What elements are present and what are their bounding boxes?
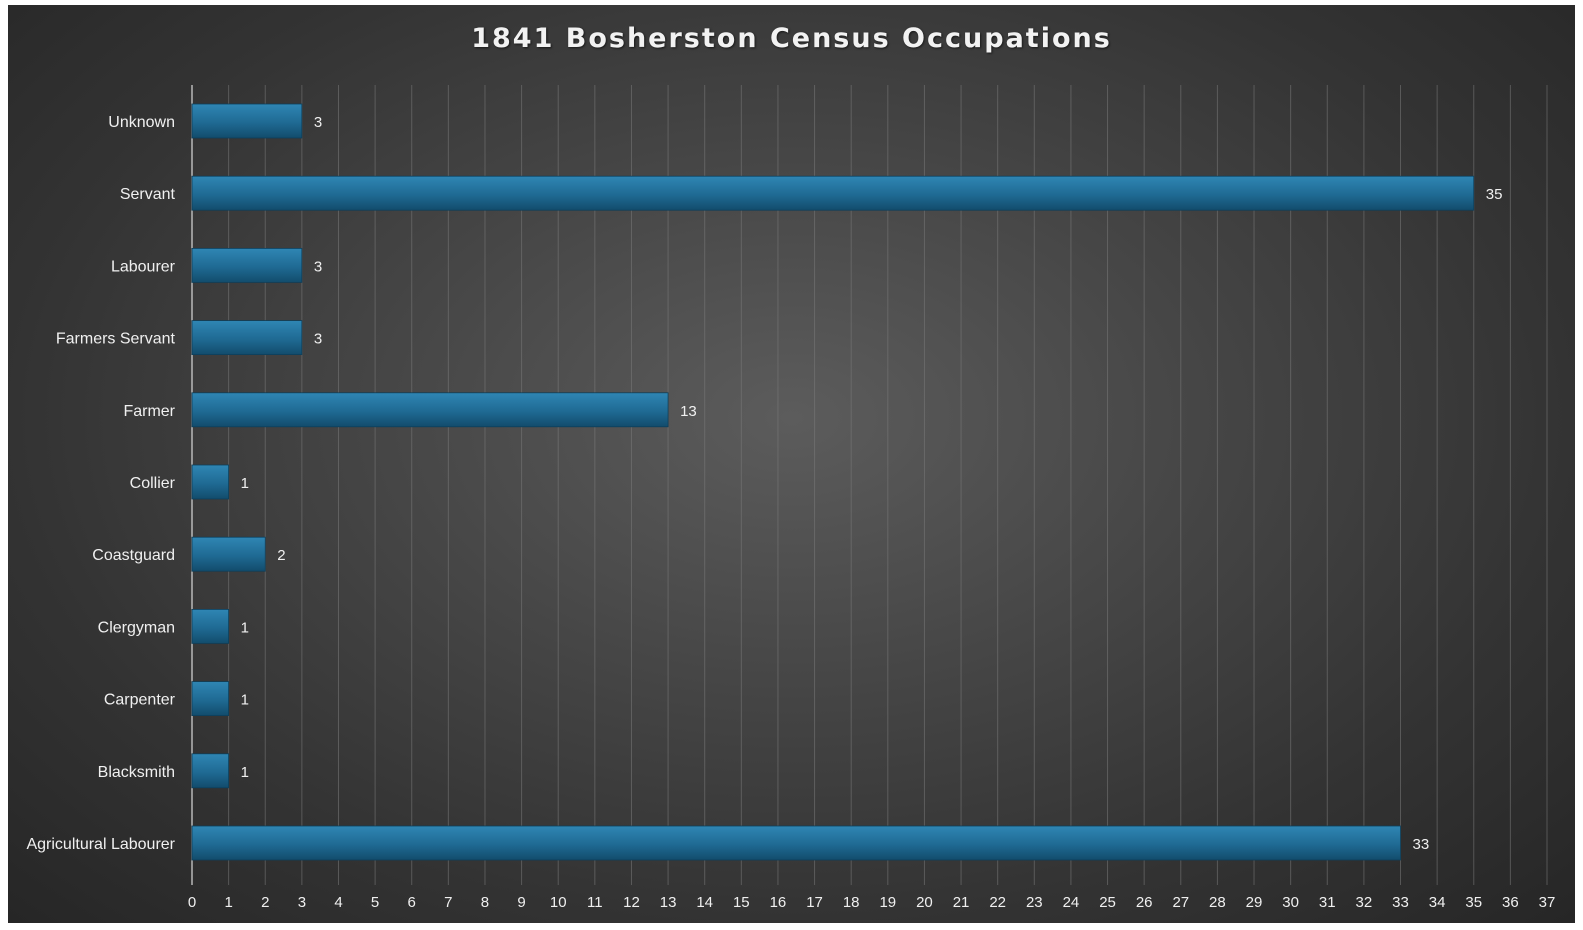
x-tick-label: 31 [1319, 894, 1336, 911]
x-tick-label: 11 [587, 894, 603, 911]
data-label: 1 [241, 475, 249, 492]
data-label: 3 [314, 258, 322, 275]
x-tick-label: 4 [334, 894, 342, 911]
x-tick-label: 10 [550, 894, 567, 911]
category-label: Farmer [123, 403, 175, 420]
x-tick-label: 33 [1392, 894, 1409, 911]
bar [192, 537, 265, 571]
x-tick-label: 14 [696, 894, 713, 911]
x-tick-label: 18 [843, 894, 860, 911]
data-label: 35 [1486, 186, 1503, 203]
x-tick-label: 19 [879, 894, 896, 911]
data-label: 1 [241, 692, 249, 709]
x-tick-label: 16 [770, 894, 787, 911]
x-tick-label: 13 [660, 894, 677, 911]
category-label: Clergyman [98, 619, 175, 636]
data-label: 3 [314, 114, 322, 131]
category-label: Carpenter [104, 692, 176, 709]
x-tick-label: 35 [1465, 894, 1482, 911]
category-label: Servant [120, 186, 176, 203]
category-label: Agricultural Labourer [26, 836, 175, 853]
x-tick-label: 32 [1356, 894, 1373, 911]
x-tick-label: 3 [298, 894, 306, 911]
data-label: 3 [314, 331, 322, 348]
data-label: 1 [241, 619, 249, 636]
bar [192, 393, 668, 427]
bar [192, 176, 1474, 210]
bar [192, 104, 302, 138]
x-tick-label: 24 [1063, 894, 1080, 911]
x-tick-label: 2 [261, 894, 269, 911]
x-tick-label: 9 [517, 894, 525, 911]
category-label: Coastguard [92, 547, 175, 564]
category-label: Labourer [111, 258, 176, 275]
bar [192, 465, 229, 499]
data-label: 33 [1413, 836, 1430, 853]
bar-chart-plot: 0 1 2 3 4 5 6 7 8 9 10 11 12 13 14 15 16 17 18 19 20 21 22 23 24… [8, 5, 1575, 923]
bar [192, 248, 302, 282]
x-tick-label: 29 [1246, 894, 1263, 911]
x-tick-label: 22 [989, 894, 1006, 911]
x-tick-label: 27 [1172, 894, 1189, 911]
bar [192, 754, 229, 788]
data-label: 1 [241, 764, 249, 781]
x-tick-label: 1 [224, 894, 232, 911]
x-tick-label: 17 [806, 894, 823, 911]
bar [192, 682, 229, 716]
x-tick-label: 8 [481, 894, 489, 911]
x-tick-label: 23 [1026, 894, 1043, 911]
x-tick-label: 25 [1099, 894, 1116, 911]
x-tick-label: 26 [1136, 894, 1153, 911]
x-tick-label: 5 [371, 894, 379, 911]
x-tick-label: 20 [916, 894, 933, 911]
x-tick-label: 7 [444, 894, 452, 911]
category-label: Farmers Servant [56, 331, 176, 348]
data-label: 2 [277, 547, 285, 564]
category-label: Collier [130, 475, 176, 492]
bar [192, 609, 229, 643]
category-label: Unknown [108, 114, 175, 131]
data-label: 13 [680, 403, 697, 420]
bar [192, 321, 302, 355]
x-tick-label: 12 [623, 894, 640, 911]
x-tick-label: 36 [1502, 894, 1519, 911]
x-tick-label: 15 [733, 894, 750, 911]
x-tick-label: 28 [1209, 894, 1226, 911]
x-tick-label: 30 [1282, 894, 1299, 911]
bar [192, 826, 1401, 860]
category-label: Blacksmith [98, 764, 175, 781]
x-tick-label: 34 [1429, 894, 1446, 911]
x-tick-label: 6 [408, 894, 416, 911]
x-tick-label: 21 [953, 894, 970, 911]
x-tick-label: 0 [188, 894, 196, 911]
x-tick-label: 37 [1539, 894, 1556, 911]
